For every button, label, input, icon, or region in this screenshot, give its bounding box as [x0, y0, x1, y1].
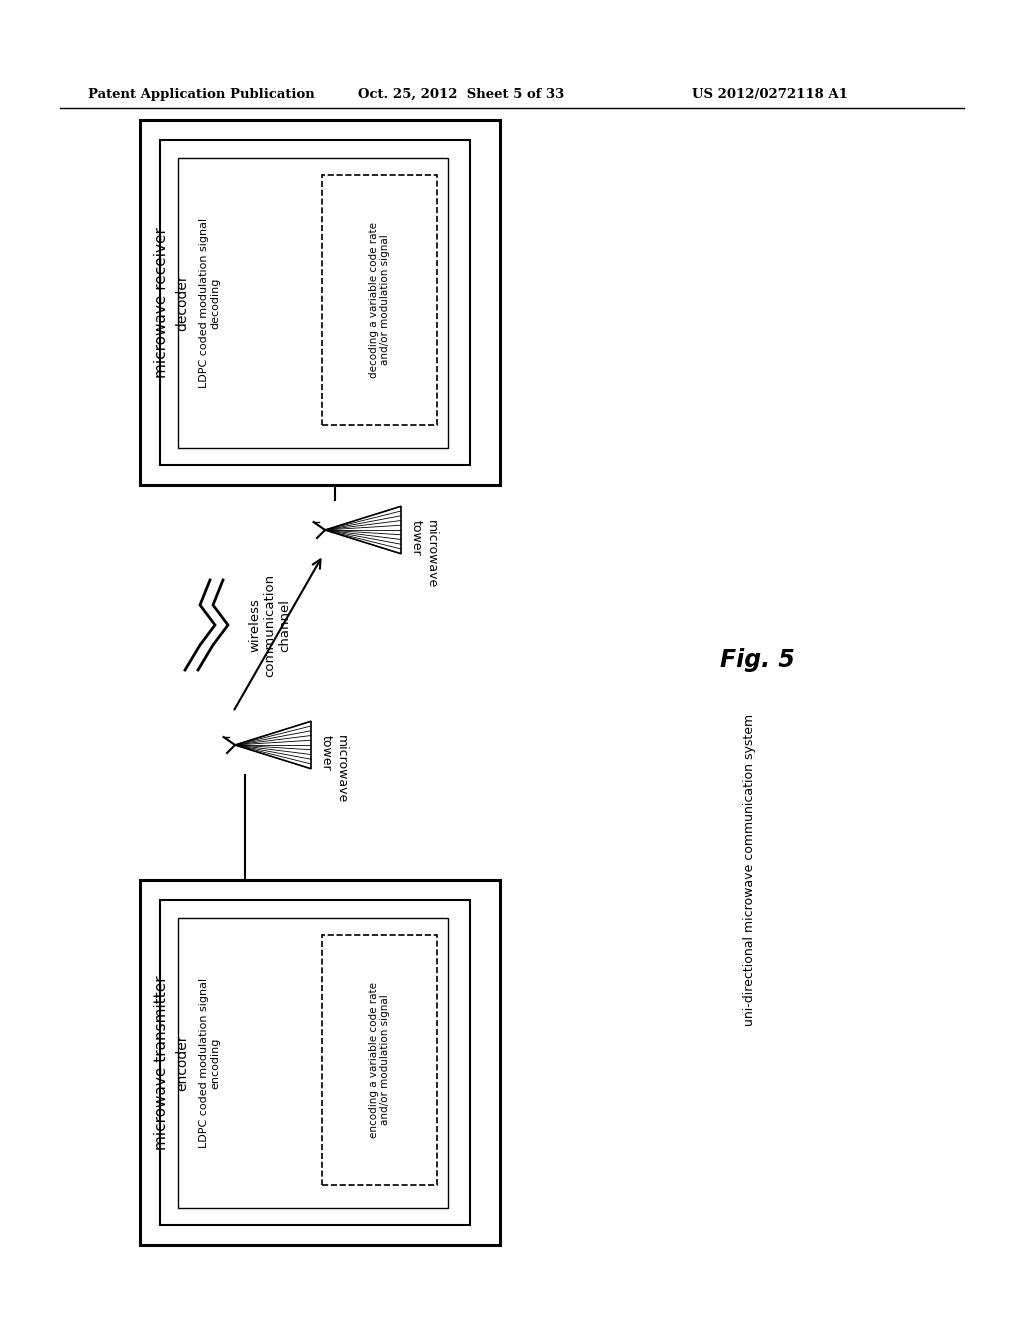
Text: US 2012/0272118 A1: US 2012/0272118 A1 [692, 88, 848, 102]
Bar [140, 880, 500, 1245]
Bar [322, 176, 437, 425]
Text: decoding a variable code rate
and/or modulation signal: decoding a variable code rate and/or mod… [369, 222, 390, 378]
Text: LDPC coded modulation signal
decoding: LDPC coded modulation signal decoding [200, 218, 221, 388]
Bar [160, 900, 470, 1225]
Text: encoder: encoder [175, 1035, 189, 1090]
Text: Oct. 25, 2012  Sheet 5 of 33: Oct. 25, 2012 Sheet 5 of 33 [358, 88, 564, 102]
Bar [178, 158, 449, 447]
Text: microwave
tower: microwave tower [319, 735, 348, 804]
Polygon shape [234, 721, 311, 768]
Text: microwave receiver: microwave receiver [155, 227, 170, 378]
Text: Fig. 5: Fig. 5 [720, 648, 795, 672]
Text: uni-directional microwave communication system: uni-directional microwave communication … [743, 714, 757, 1026]
Text: decoder: decoder [175, 275, 189, 331]
Text: encoding a variable code rate
and/or modulation signal: encoding a variable code rate and/or mod… [369, 982, 390, 1138]
Text: microwave transmitter: microwave transmitter [155, 975, 170, 1150]
Bar [178, 917, 449, 1208]
Text: microwave
tower: microwave tower [410, 520, 438, 589]
Text: LDPC coded modulation signal
encoding: LDPC coded modulation signal encoding [200, 978, 221, 1148]
Polygon shape [325, 507, 401, 554]
Bar [322, 935, 437, 1185]
Text: wireless
communication
channel: wireless communication channel [249, 573, 292, 677]
Text: Patent Application Publication: Patent Application Publication [88, 88, 314, 102]
Bar [140, 120, 500, 484]
Bar [160, 140, 470, 465]
